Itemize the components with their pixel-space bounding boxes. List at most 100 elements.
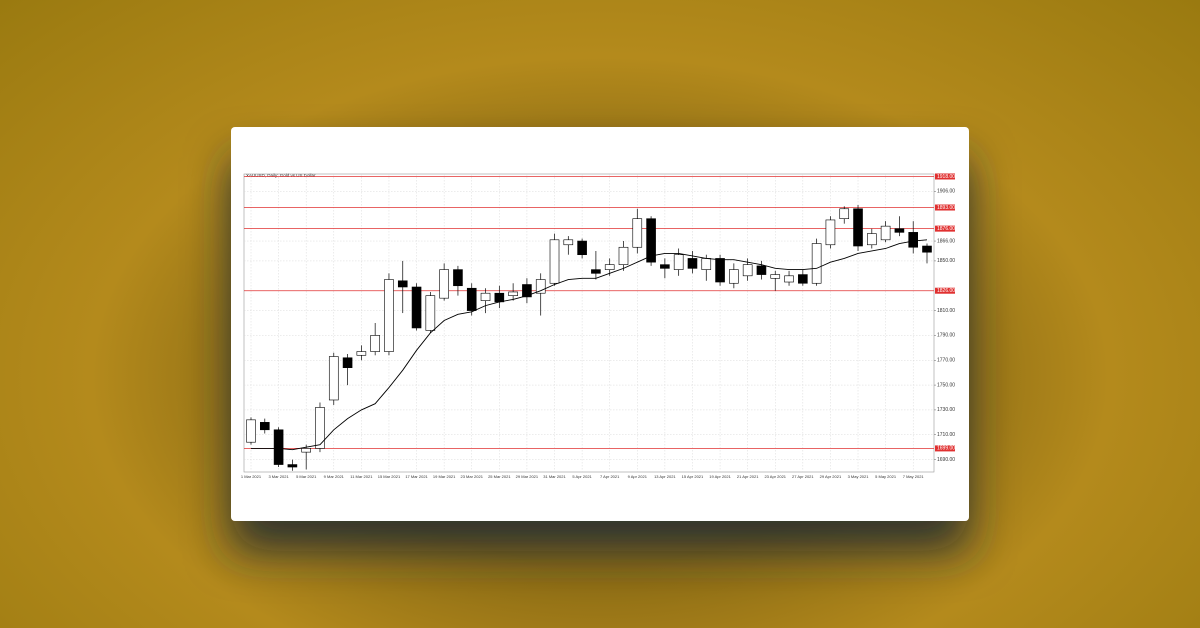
y-tick-label: 1690.00 [937,457,955,463]
candle-body [880,225,891,241]
candle-body [784,275,794,283]
candle-body [729,269,739,284]
candle-body [328,356,339,401]
candle-body [853,208,863,247]
candle-body [660,264,670,269]
x-tick-label: 5 May 2021 [875,474,897,479]
level-tag [935,287,955,294]
candle-body [508,291,518,296]
candle-body [922,245,932,253]
candle-body [356,351,367,356]
y-tick-label: 1906.00 [937,189,955,195]
candle-body [894,228,905,233]
x-tick-label: 15 Mar 2021 [378,474,401,479]
candle-body [770,274,781,279]
y-tick-label: 1866.00 [937,238,955,244]
x-tick-label: 13 Apr 2021 [654,474,676,479]
candle-body [480,292,491,301]
level-tag [935,225,955,232]
candle-body [494,292,505,303]
y-tick-label: 1710.00 [937,432,955,438]
x-tick-label: 9 Mar 2021 [324,474,345,479]
candle-body [825,219,836,246]
candle-body [535,279,546,294]
y-tick-label: 1730.00 [937,407,955,413]
plot-area [243,173,935,473]
candle-body [673,254,684,270]
level-tag [935,204,955,211]
x-tick-label: 7 Apr 2021 [600,474,620,479]
level-label: 1699.00 [937,446,955,452]
y-tick-label: 1850.00 [937,258,955,264]
x-tick-label: 3 Mar 2021 [268,474,289,479]
x-tick-label: 23 Apr 2021 [764,474,786,479]
candle-body [563,239,574,246]
candle-body [384,279,394,352]
level-label: 1826.00 [937,288,955,294]
candle-body [259,422,270,431]
moving-average [251,239,928,451]
level-tag [935,173,955,180]
y-tick-label: 1790.00 [937,333,955,339]
x-tick-label: 19 Apr 2021 [709,474,731,479]
candle-body [867,233,877,246]
x-tick-label: 29 Mar 2021 [516,474,539,479]
candle-body [466,287,477,311]
candle-body [756,265,767,275]
x-tick-label: 9 Apr 2021 [628,474,648,479]
x-tick-label: 27 Apr 2021 [792,474,814,479]
candle-body [287,464,298,468]
candle-body [742,264,753,277]
x-tick-label: 11 Mar 2021 [350,474,373,479]
x-tick-label: 29 Apr 2021 [820,474,842,479]
candle-body [646,218,656,263]
y-tick-label: 1810.00 [937,308,955,314]
candle-body [453,269,463,287]
candle-body [687,258,698,269]
x-tick-label: 23 Mar 2021 [461,474,484,479]
candle-body [246,419,256,443]
x-tick-label: 15 Apr 2021 [682,474,704,479]
y-tick-label: 1770.00 [937,358,955,364]
candle-body [604,264,615,270]
candle-body [342,357,353,368]
x-tick-label: 25 Mar 2021 [488,474,511,479]
x-tick-label: 3 May 2021 [848,474,870,479]
x-tick-label: 31 Mar 2021 [543,474,566,479]
candle-body [370,335,380,352]
candle-body [811,243,822,284]
level-label: 1893.00 [937,205,955,211]
x-tick-label: 21 Apr 2021 [737,474,759,479]
x-tick-label: 19 Mar 2021 [433,474,456,479]
candle-body [618,246,629,265]
y-tick-label: 1750.00 [937,382,955,388]
candle-body [397,280,408,288]
x-tick-label: 1 Mar 2021 [241,474,262,479]
candle-body [591,269,601,274]
x-tick-label: 17 Mar 2021 [405,474,428,479]
candle-body [839,208,850,219]
level-label: 1918.00 [937,174,955,180]
candle-body [411,286,422,329]
level-tag [935,445,955,452]
candle-body [315,407,325,449]
candle-body [577,240,587,256]
x-tick-label: 5 Mar 2021 [296,474,317,479]
candle-body [301,448,311,453]
x-tick-label: 5 Apr 2021 [572,474,592,479]
candle-body [425,295,436,331]
candle-body [632,218,643,248]
chart-title: XAUUSD, Daily: Gold vs US Dollar [246,173,316,178]
candle-body [439,269,449,299]
level-label: 1876.00 [937,226,955,232]
candle-body [701,258,712,270]
x-tick-label: 7 May 2021 [903,474,925,479]
candle-body [798,274,808,284]
candle-body [908,232,919,248]
candle-body [522,284,532,298]
candle-body [549,239,560,284]
candle-body [715,258,725,283]
candle-body [273,429,284,465]
